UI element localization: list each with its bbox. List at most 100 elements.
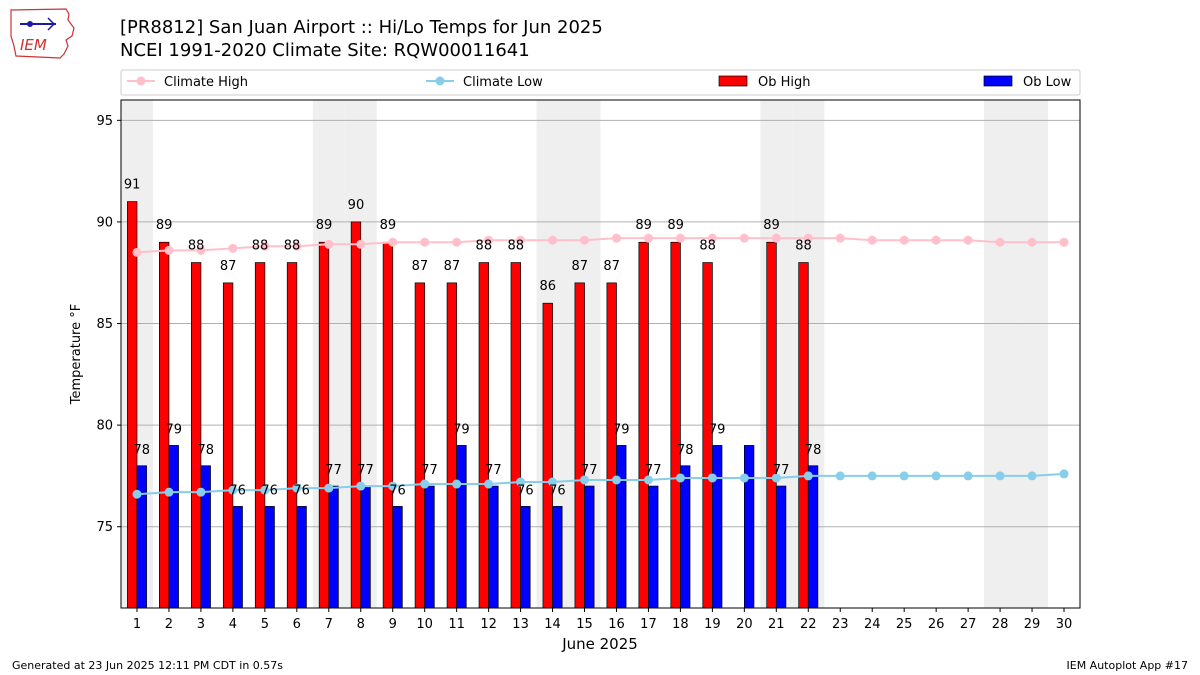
climate-low-line (136, 472, 1065, 496)
x-axis-label: June 2025 (561, 635, 638, 653)
ob-high-label-22: 88 (795, 239, 812, 254)
ob-low-bar-5 (264, 506, 275, 609)
climate-high-point-6 (292, 241, 302, 251)
climate-high-point-3 (196, 245, 206, 255)
xtick-label-26: 26 (928, 617, 945, 632)
ob-low-bar-8 (360, 485, 371, 609)
ob-high-label-13: 88 (508, 239, 525, 254)
ob-high-label-5: 88 (252, 239, 269, 254)
xtick-label-2: 2 (165, 617, 173, 632)
climate-low-point-3 (196, 487, 206, 497)
climate-high-point-2 (164, 245, 174, 255)
xtick-label-17: 17 (640, 617, 657, 632)
legend-item-ob-low: Ob Low (983, 75, 1072, 90)
bars (127, 201, 819, 609)
ytick-label-95: 95 (96, 114, 113, 129)
xtick-label-13: 13 (512, 617, 529, 632)
xtick-label-23: 23 (832, 617, 849, 632)
ob-high-label-21: 89 (763, 218, 780, 233)
ob-low-label-5: 76 (261, 483, 278, 498)
ob-high-bar-12 (478, 262, 489, 609)
legend-item-climate-low: Climate Low (426, 75, 543, 90)
ob-low-bar-13 (520, 506, 531, 609)
climate-high-point-29 (1027, 237, 1037, 247)
climate-high-point-28 (995, 237, 1005, 247)
ob-low-label-17: 77 (645, 463, 662, 478)
ob-low-label-22: 78 (805, 443, 822, 458)
climate-low-point-14 (548, 477, 558, 487)
ob-high-bar-3 (190, 262, 202, 609)
climate-high-point-20 (739, 233, 749, 243)
ob-low-label-4: 76 (229, 483, 246, 498)
ob-low-label-13: 76 (517, 483, 534, 498)
climate-low-point-18 (675, 473, 685, 483)
ob-low-label-11: 79 (453, 422, 470, 437)
climate-low-point-17 (643, 475, 653, 485)
plot-frame (120, 99, 1081, 609)
climate-high-point-26 (931, 235, 941, 245)
climate-low-point-15 (580, 475, 590, 485)
ob-high-label-6: 88 (284, 239, 301, 254)
ob-low-label-15: 77 (581, 463, 598, 478)
ob-low-label-9: 76 (389, 483, 406, 498)
climate-low-point-20 (739, 473, 749, 483)
climate-low-point-30 (1059, 469, 1069, 479)
climate-high-point-24 (867, 235, 877, 245)
climate-low-point-2 (164, 487, 174, 497)
legend-label-ob-low: Ob Low (1023, 75, 1072, 90)
ob-low-bar-14 (552, 506, 563, 609)
xtick-label-6: 6 (293, 617, 301, 632)
ob-low-label-1: 78 (134, 443, 151, 458)
ob-high-bar-8 (350, 221, 362, 609)
ob-high-label-4: 87 (220, 259, 237, 274)
xtick-label-20: 20 (736, 617, 753, 632)
ob-low-label-2: 79 (165, 422, 182, 437)
ob-high-bar-17 (638, 241, 649, 609)
ob-low-bar-7 (328, 485, 339, 609)
ob-high-label-3: 88 (188, 239, 205, 254)
climate-high-point-27 (963, 235, 973, 245)
ob-high-label-15: 87 (571, 259, 588, 274)
ob-low-bar-11 (456, 445, 467, 609)
ob-high-label-18: 89 (667, 218, 684, 233)
ytick-label-85: 85 (96, 317, 113, 332)
ob-low-bar-19 (712, 445, 723, 609)
y-axis-label: Temperature °F (69, 304, 84, 405)
ob-low-label-8: 77 (357, 463, 374, 478)
iowa-map-icon: IEM (10, 8, 75, 59)
ob-low-bar-1 (136, 465, 147, 609)
climate-low-point-1 (132, 489, 142, 499)
climate-low-point-23 (835, 471, 845, 481)
climate-high-point-15 (580, 235, 590, 245)
ob-high-bar-13 (510, 262, 521, 609)
ob-high-label-7: 89 (316, 218, 333, 233)
xtick-label-9: 9 (389, 617, 397, 632)
xtick-label-24: 24 (864, 617, 881, 632)
ob-high-bar-1 (127, 201, 138, 609)
ob-low-bar-21 (775, 485, 787, 609)
xtick-label-12: 12 (480, 617, 497, 632)
climate-low-point-28 (995, 471, 1005, 481)
xtick-label-7: 7 (325, 617, 333, 632)
xtick-label-10: 10 (416, 617, 433, 632)
chart-subtitle: NCEI 1991-2020 Climate Site: RQW00011641 (120, 40, 530, 61)
legend: Climate High Climate Low Ob High Ob Low (120, 69, 1081, 96)
ytick-label-75: 75 (96, 520, 113, 535)
ob-low-label-18: 78 (677, 443, 694, 458)
ob-low-bar-12 (488, 485, 499, 609)
climate-low-point-25 (899, 471, 909, 481)
ob-high-label-8: 90 (348, 198, 365, 213)
xtick-label-21: 21 (768, 617, 785, 632)
climate-lines (132, 233, 1069, 499)
climate-high-point-10 (420, 237, 430, 247)
ob-high-bar-4 (222, 282, 234, 609)
xtick-label-4: 4 (229, 617, 237, 632)
ob-low-bar-4 (232, 506, 243, 609)
ob-low-label-7: 77 (325, 463, 342, 478)
xtick-label-8: 8 (357, 617, 365, 632)
legend-item-climate-high: Climate High (127, 75, 248, 90)
xtick-label-28: 28 (992, 617, 1009, 632)
ob-low-bar-10 (424, 485, 435, 609)
climate-high-point-11 (452, 237, 462, 247)
climate-low-point-29 (1027, 471, 1037, 481)
